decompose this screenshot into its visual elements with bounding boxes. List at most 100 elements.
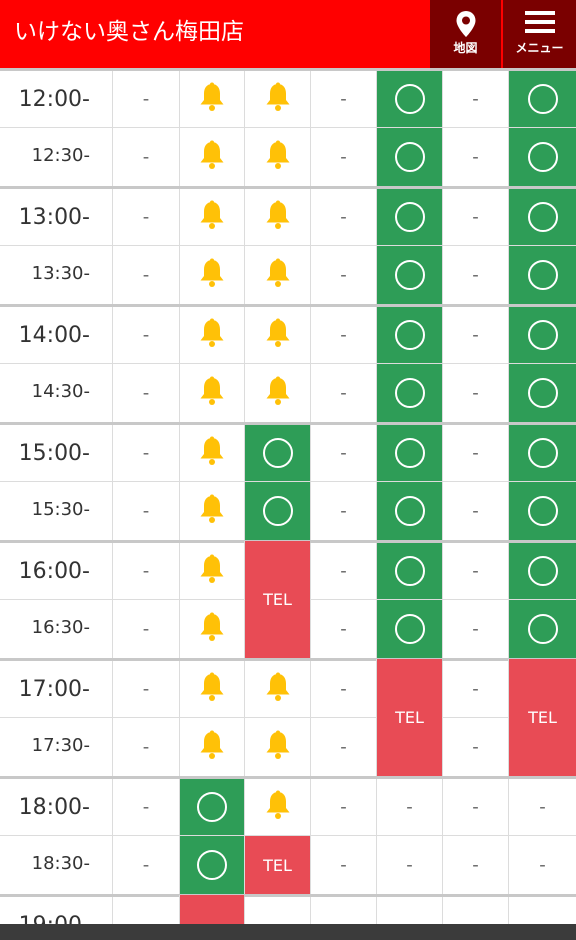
time-label: 17:30- bbox=[0, 718, 112, 776]
time-label: 12:30- bbox=[0, 128, 112, 186]
unavailable-cell: - bbox=[310, 543, 376, 599]
available-cell[interactable] bbox=[508, 189, 576, 245]
available-cell[interactable] bbox=[376, 71, 442, 127]
available-cell[interactable] bbox=[376, 246, 442, 304]
dash-text: - bbox=[340, 560, 347, 582]
time-label: 15:00- bbox=[0, 425, 112, 481]
bell-icon bbox=[264, 672, 292, 706]
schedule-row: 15:00- - - - bbox=[0, 422, 576, 481]
dash-text: - bbox=[472, 618, 479, 640]
dash-text: - bbox=[142, 736, 150, 758]
unavailable-cell: - bbox=[310, 836, 376, 894]
available-cell[interactable] bbox=[244, 482, 310, 540]
waitlist-cell[interactable] bbox=[244, 128, 310, 186]
dash-text: - bbox=[340, 796, 347, 818]
waitlist-cell[interactable] bbox=[179, 600, 244, 658]
available-cell[interactable] bbox=[376, 543, 442, 599]
available-cell[interactable] bbox=[179, 779, 244, 835]
waitlist-cell[interactable] bbox=[179, 364, 244, 422]
unavailable-cell: - bbox=[112, 897, 179, 924]
available-cell[interactable] bbox=[508, 71, 576, 127]
waitlist-cell[interactable] bbox=[244, 661, 310, 717]
waitlist-cell[interactable] bbox=[244, 246, 310, 304]
available-cell[interactable] bbox=[179, 836, 244, 894]
dash-text: - bbox=[340, 915, 347, 925]
waitlist-cell[interactable] bbox=[244, 307, 310, 363]
dash-text: - bbox=[340, 854, 347, 876]
circle-available-icon bbox=[394, 556, 425, 586]
waitlist-cell[interactable] bbox=[179, 425, 244, 481]
schedule-row: 13:00- - - - bbox=[0, 186, 576, 245]
waitlist-cell[interactable] bbox=[179, 307, 244, 363]
available-cell[interactable] bbox=[376, 425, 442, 481]
tel-block[interactable]: TEL bbox=[508, 659, 576, 776]
available-cell[interactable] bbox=[376, 364, 442, 422]
time-label: 18:30- bbox=[0, 836, 112, 894]
map-button[interactable]: 地図 bbox=[430, 0, 501, 68]
available-cell[interactable] bbox=[508, 246, 576, 304]
waitlist-cell[interactable] bbox=[179, 246, 244, 304]
bell-icon bbox=[198, 672, 226, 706]
waitlist-cell[interactable] bbox=[179, 71, 244, 127]
time-label: 12:00- bbox=[0, 71, 112, 127]
waitlist-cell[interactable] bbox=[244, 71, 310, 127]
available-cell[interactable] bbox=[508, 128, 576, 186]
waitlist-cell[interactable] bbox=[179, 482, 244, 540]
dash-text: - bbox=[340, 146, 347, 168]
waitlist-cell[interactable] bbox=[179, 718, 244, 776]
bell-icon bbox=[198, 436, 226, 470]
unavailable-cell: - bbox=[442, 246, 508, 304]
waitlist-cell[interactable] bbox=[179, 189, 244, 245]
dash-text: - bbox=[539, 915, 546, 925]
tel-block[interactable] bbox=[179, 895, 244, 924]
available-cell[interactable] bbox=[508, 307, 576, 363]
unavailable-cell: - bbox=[244, 897, 310, 924]
waitlist-cell[interactable] bbox=[179, 661, 244, 717]
waitlist-cell[interactable] bbox=[244, 718, 310, 776]
available-cell[interactable] bbox=[376, 189, 442, 245]
available-cell[interactable] bbox=[376, 482, 442, 540]
menu-button[interactable]: メニュー bbox=[503, 0, 576, 68]
dash-text: - bbox=[472, 264, 479, 286]
available-cell[interactable] bbox=[244, 425, 310, 481]
unavailable-cell: - bbox=[112, 661, 179, 717]
available-cell[interactable] bbox=[508, 543, 576, 599]
dash-text: - bbox=[142, 560, 150, 582]
hamburger-icon bbox=[524, 11, 555, 33]
waitlist-cell[interactable] bbox=[179, 128, 244, 186]
available-cell[interactable] bbox=[508, 425, 576, 481]
waitlist-cell[interactable] bbox=[244, 364, 310, 422]
dash-text: - bbox=[340, 500, 347, 522]
waitlist-cell[interactable] bbox=[244, 779, 310, 835]
unavailable-cell: - bbox=[310, 897, 376, 924]
dash-text: - bbox=[142, 854, 150, 876]
tel-block[interactable]: TEL bbox=[244, 541, 310, 658]
app-header: いけない奥さん梅田店 地図 メニュー bbox=[0, 0, 576, 68]
bell-icon bbox=[198, 258, 226, 292]
waitlist-cell[interactable] bbox=[244, 189, 310, 245]
available-cell[interactable] bbox=[376, 128, 442, 186]
unavailable-cell: - bbox=[442, 425, 508, 481]
time-text: 17:00- bbox=[18, 677, 90, 702]
tel-block[interactable]: TEL bbox=[244, 836, 310, 894]
available-cell[interactable] bbox=[376, 307, 442, 363]
unavailable-cell: - bbox=[508, 836, 576, 894]
unavailable-cell: - bbox=[442, 661, 508, 717]
tel-block[interactable]: TEL bbox=[376, 659, 442, 776]
shop-title[interactable]: いけない奥さん梅田店 bbox=[14, 19, 244, 45]
time-label: 15:30- bbox=[0, 482, 112, 540]
bottom-bar bbox=[0, 924, 576, 940]
dash-text: - bbox=[472, 324, 479, 346]
available-cell[interactable] bbox=[508, 364, 576, 422]
bell-icon bbox=[198, 200, 226, 234]
available-cell[interactable] bbox=[508, 600, 576, 658]
unavailable-cell: - bbox=[442, 897, 508, 924]
available-cell[interactable] bbox=[508, 482, 576, 540]
schedule-row: 17:00- - - - bbox=[0, 658, 576, 717]
unavailable-cell: - bbox=[310, 779, 376, 835]
unavailable-cell: - bbox=[310, 600, 376, 658]
bell-icon bbox=[198, 612, 226, 646]
waitlist-cell[interactable] bbox=[179, 543, 244, 599]
time-label: 19:00- bbox=[0, 897, 112, 924]
available-cell[interactable] bbox=[376, 600, 442, 658]
